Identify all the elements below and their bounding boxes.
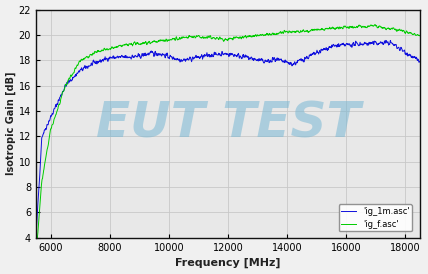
Line: 'ig_1m.asc': 'ig_1m.asc'	[36, 40, 420, 238]
'ig_1m.asc'	[417, 59, 422, 63]
'ig_1m.asc'	[345, 42, 350, 45]
X-axis label: Frequency [MHz]: Frequency [MHz]	[175, 258, 281, 269]
'ig_f.asc'	[33, 236, 39, 239]
Text: EUT TEST: EUT TEST	[95, 100, 360, 148]
'ig_f.asc'	[417, 34, 422, 37]
'ig_f.asc'	[166, 38, 171, 41]
'ig_f.asc'	[211, 36, 216, 39]
'ig_1m.asc'	[235, 54, 240, 57]
'ig_f.asc'	[126, 42, 131, 46]
'ig_1m.asc'	[412, 55, 417, 58]
'ig_f.asc'	[373, 23, 378, 26]
Legend: 'ig_1m.asc', 'ig_f.asc': 'ig_1m.asc', 'ig_f.asc'	[339, 204, 412, 231]
'ig_1m.asc'	[166, 56, 171, 59]
'ig_f.asc'	[412, 32, 417, 35]
'ig_1m.asc'	[211, 55, 216, 58]
'ig_1m.asc'	[33, 236, 39, 239]
'ig_f.asc'	[235, 36, 240, 39]
'ig_1m.asc'	[126, 56, 131, 59]
Y-axis label: Isotropic Gain [dB]: Isotropic Gain [dB]	[6, 72, 16, 175]
'ig_1m.asc'	[383, 39, 389, 42]
Line: 'ig_f.asc': 'ig_f.asc'	[36, 25, 420, 238]
'ig_f.asc'	[345, 26, 350, 29]
